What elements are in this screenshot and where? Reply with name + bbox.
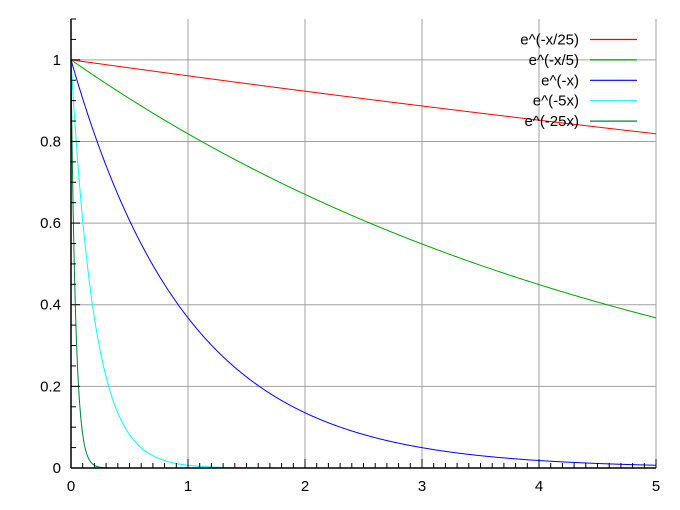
- series-line-0: [70, 59, 657, 135]
- x-tick-label: 3: [418, 478, 426, 495]
- series-line-2: [70, 59, 657, 466]
- y-tick-label: 1: [53, 52, 61, 69]
- y-tick-labels: 0 0.2 0.4 0.6 0.8 1: [40, 52, 61, 477]
- y-tick-label: 0.8: [40, 133, 61, 150]
- legend-label: e^(-x): [541, 72, 579, 89]
- ticks: [70, 18, 657, 469]
- y-tick-label: 0.2: [40, 378, 61, 395]
- x-tick-label: 4: [535, 478, 543, 495]
- y-tick-label: 0.4: [40, 297, 61, 314]
- legend-label: e^(-5x): [533, 93, 579, 110]
- legend-label: e^(-25x): [524, 113, 579, 130]
- grid: [71, 19, 657, 468]
- legend-label: e^(-x/25): [520, 32, 579, 49]
- legend-label: e^(-x/5): [529, 52, 579, 69]
- x-tick-labels: 0 1 2 3 4 5: [67, 478, 660, 495]
- x-tick-label: 5: [652, 478, 660, 495]
- x-tick-label: 0: [67, 478, 75, 495]
- series-line-1: [70, 59, 657, 319]
- y-tick-label: 0: [53, 460, 61, 477]
- x-tick-label: 2: [301, 478, 309, 495]
- legend: e^(-x/25) e^(-x/5) e^(-x) e^(-5x) e^(-25x): [520, 32, 637, 130]
- y-tick-label: 0.6: [40, 215, 61, 232]
- x-tick-label: 1: [184, 478, 192, 495]
